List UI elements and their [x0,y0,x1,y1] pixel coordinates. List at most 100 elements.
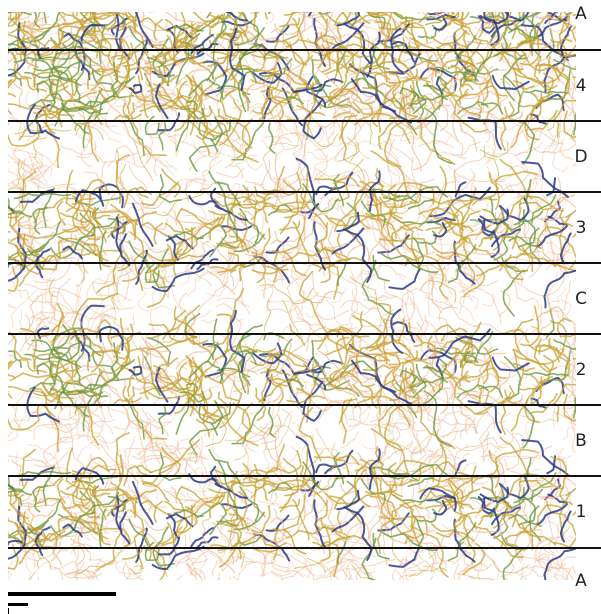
vortex-filament [128,165,149,193]
vortex-filament [227,40,240,62]
vortex-filament [115,216,122,253]
vortex-filament [32,136,48,164]
vortex-filament [453,503,490,536]
vortex-filament [410,510,422,549]
vortex-filament [80,203,93,234]
vortex-filament [9,12,29,33]
vortex-filament [523,251,542,275]
vortex-filament [111,120,153,164]
vortex-filament [52,531,84,566]
vortex-filament [435,418,476,426]
vortex-filament [320,239,350,261]
vortex-filament [98,401,141,444]
zone-divider-3 [8,191,601,193]
vortex-filament [388,369,414,402]
vortex-filament [336,142,360,162]
vortex-filament [266,561,291,570]
vortex-filament [331,375,356,390]
vortex-filament [8,266,19,292]
vortex-filament [153,222,164,245]
vortex-filament [370,85,396,127]
vortex-filament [381,200,408,207]
vortex-filament [480,454,503,467]
vortex-filament [453,374,488,415]
vortex-filament [258,370,305,403]
vortex-filament [392,12,415,27]
vortex-filament [155,377,192,391]
vortex-filament [201,518,212,548]
vortex-filament [318,350,362,410]
zone-label-3: 3 [575,218,587,238]
vortex-filament [354,386,373,409]
vortex-filament [500,385,515,404]
vortex-filament [270,373,291,387]
vortex-filament [219,12,257,36]
vortex-filament [504,537,527,551]
vortex-filament [57,515,109,540]
vortex-filament [302,118,339,148]
vortex-filament [336,326,370,339]
vortex-filament [243,430,256,453]
vortex-filament [512,279,535,302]
vortex-filament [78,12,139,27]
vortex-filament [374,422,412,453]
vortex-filament [439,345,477,366]
vortex-filament [354,190,371,229]
vortex-filament [96,251,124,294]
vortex-filament [558,214,572,263]
vortex-filament [336,232,343,255]
vortex-filament [483,434,489,454]
vortex-filament [454,442,502,452]
vortex-filament [564,338,576,382]
vortex-filament [83,243,104,263]
vortex-filament [559,232,572,265]
vortex-filament [314,30,351,40]
vortex-filament [524,420,530,443]
vortex-filament [76,146,98,159]
vortex-filament [271,559,290,573]
vortex-filament [504,259,527,273]
vortex-filament [172,248,183,277]
vortex-filament [373,213,392,252]
vortex-filament [131,93,147,108]
vortex-filament [186,452,198,464]
vortex-filament [440,151,467,159]
vortex-filament [395,116,422,172]
vortex-filament [563,110,576,139]
vortex-filament [128,368,184,393]
vortex-filament [90,304,117,335]
vortex-filament [124,95,160,106]
vortex-filament [483,65,493,83]
vortex-filament [382,140,399,167]
vortex-filament [369,104,381,145]
vortex-filament [334,459,385,510]
vortex-filament [98,33,118,83]
vortex-filament [413,341,437,359]
vortex-filament [8,386,56,418]
vortex-filament [133,38,148,81]
vortex-filament [262,450,302,479]
vortex-filament [188,117,224,172]
vortex-filament [33,475,79,502]
vortex-filament [196,183,218,195]
vortex-filament [77,250,86,287]
vortex-filament [72,12,101,33]
vortex-filament [238,561,258,580]
vortex-filament [139,419,169,437]
vortex-filament [94,206,139,230]
vortex-filament [50,567,64,580]
vortex-filament [299,187,320,210]
vortex-filament [430,93,439,117]
vortex-filament [341,373,371,409]
vortex-filament [421,12,445,19]
vortex-filament [376,96,395,133]
vortex-filament [325,519,363,564]
vortex-filament [8,483,16,492]
vortex-filament [374,302,392,365]
vortex-filament [530,393,558,414]
vortex-filament [264,453,278,470]
vortex-filament [528,305,541,347]
vortex-filament [170,486,178,504]
vortex-filament [358,505,386,521]
vortex-filament [474,525,524,559]
